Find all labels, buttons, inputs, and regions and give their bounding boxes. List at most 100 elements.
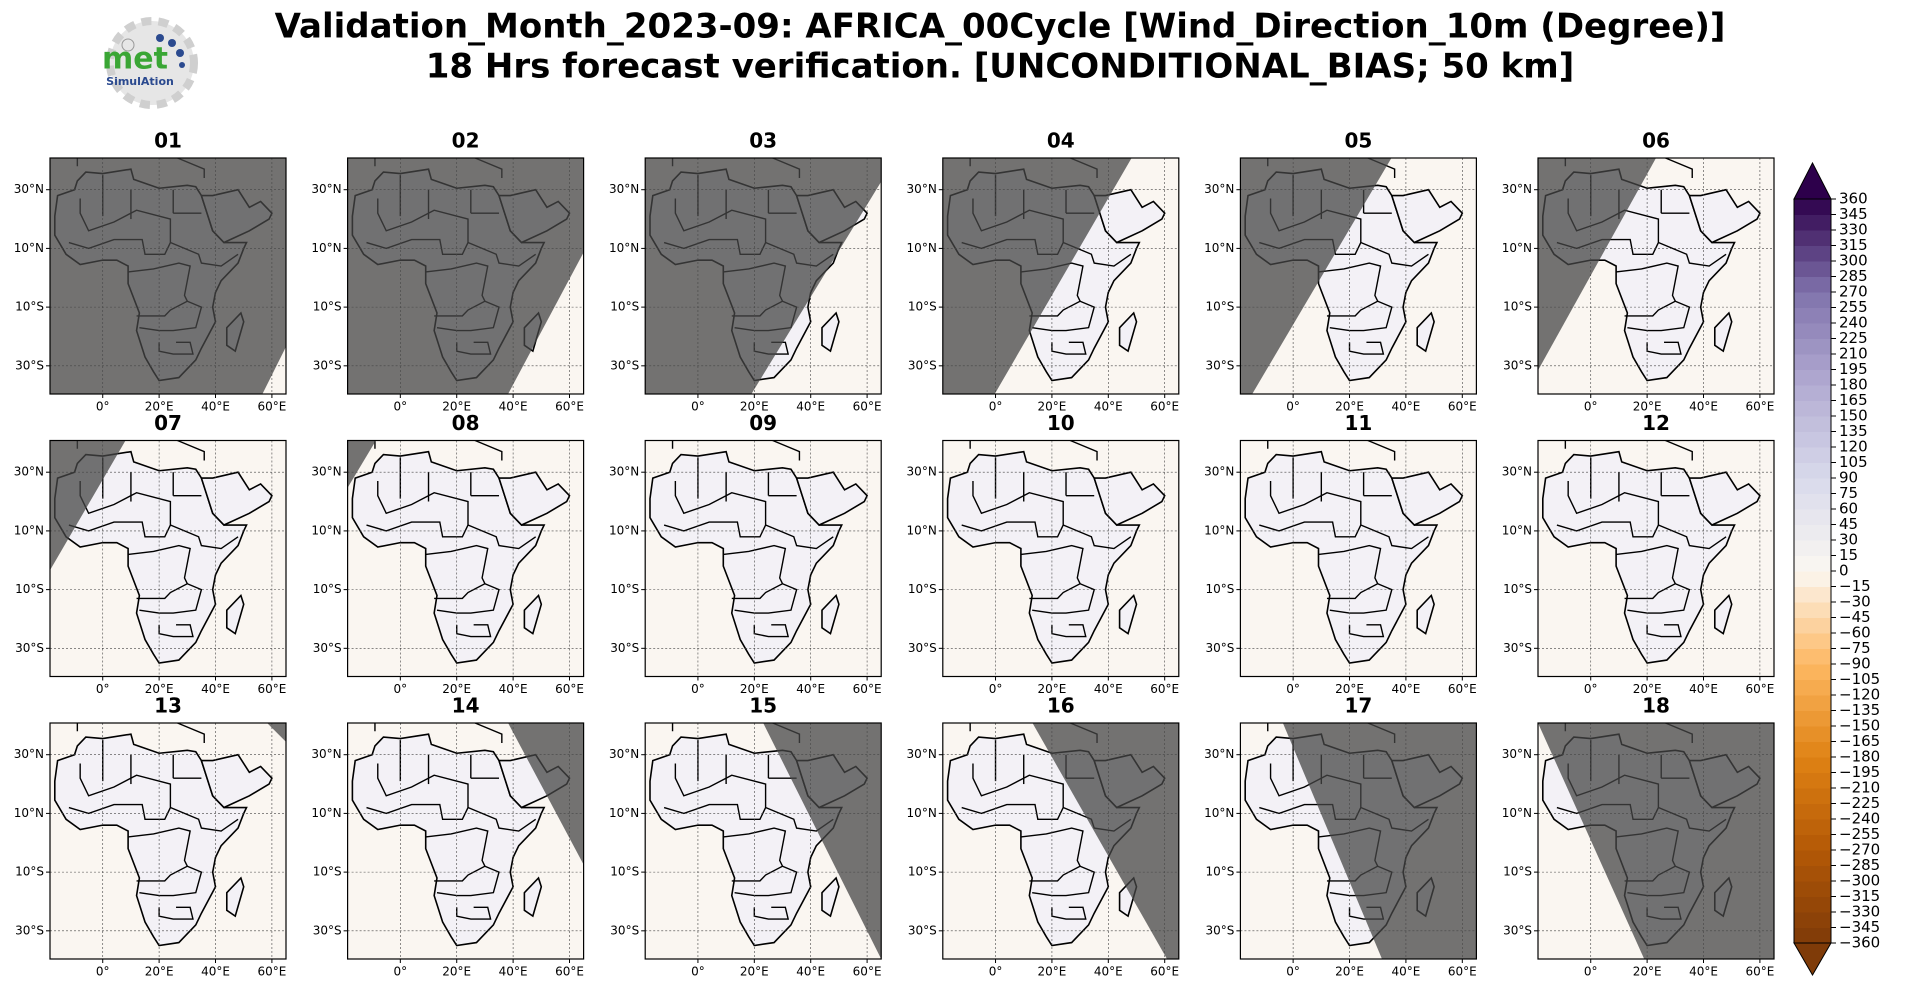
colorbar-label: −165 [1839, 732, 1880, 750]
land [1688, 471, 1761, 527]
colorbar-label: 285 [1839, 267, 1868, 285]
lon-label: 20°E [740, 682, 769, 696]
colorbar-segment [1794, 230, 1831, 246]
lat-label: 10°S [15, 865, 44, 879]
border [1051, 906, 1087, 920]
lon-label: 60°E [1745, 965, 1774, 979]
colorbar-segment [1794, 555, 1831, 572]
lat-label: 30°S [15, 358, 44, 372]
panel-label: 12 [1642, 411, 1670, 435]
lat-label: 10°S [908, 300, 937, 314]
colorbar-label: 300 [1839, 252, 1868, 270]
colorbar-segment [1794, 617, 1831, 634]
colorbar-frame [1793, 198, 1832, 944]
land [1390, 188, 1464, 244]
colorbar-segment [1794, 741, 1831, 758]
lon-label: 0° [1286, 682, 1300, 696]
lon-label: 60°E [1150, 682, 1179, 696]
colorbar-label: −210 [1839, 779, 1880, 797]
border [1329, 583, 1393, 614]
border [1360, 524, 1429, 550]
lon-label: 20°E [1037, 682, 1066, 696]
lat-label: 10°S [313, 582, 342, 596]
lon-label: 20°E [1037, 965, 1066, 979]
lat-label: 30°S [313, 358, 342, 372]
lon-label: 60°E [555, 400, 584, 414]
night-mask [347, 158, 584, 394]
lat-label: 30°S [610, 641, 639, 655]
colorbar-segment [1794, 462, 1831, 479]
lon-label: 0° [1286, 965, 1300, 979]
lon-label: 0° [394, 400, 408, 414]
lat-label: 10°N [907, 523, 937, 537]
land [200, 753, 273, 809]
border [170, 806, 239, 832]
border [467, 524, 537, 550]
colorbar-segment [1794, 648, 1831, 665]
border [158, 906, 194, 920]
night-mask [942, 158, 1132, 394]
colorbar-segment [1794, 850, 1831, 866]
panel-frame [942, 439, 1180, 678]
panel-label: 17 [1344, 694, 1372, 718]
lat-label: 30°N [1502, 747, 1532, 761]
lat-label: 30°S [15, 923, 44, 937]
border [1020, 827, 1084, 882]
lon-label: 20°E [145, 965, 174, 979]
map-panel [50, 440, 286, 677]
colorbar-segment [1794, 416, 1831, 432]
lat-label: 10°N [907, 241, 937, 255]
logo: met SimulAtion [102, 17, 198, 109]
lat-label: 10°N [14, 241, 44, 255]
lon-label: 40°E [499, 682, 528, 696]
lat-label: 30°N [14, 182, 44, 196]
panel-frame [1537, 157, 1775, 395]
lon-label: 20°E [442, 682, 471, 696]
colorbar-label: 360 [1839, 190, 1868, 208]
colorbar-label: −15 [1839, 577, 1871, 595]
lon-label: 20°E [1335, 682, 1364, 696]
lon-label: 0° [96, 965, 110, 979]
lat-label: 10°S [1206, 300, 1235, 314]
night-mask [1538, 158, 1656, 371]
colorbar-segment [1794, 509, 1831, 525]
land [1688, 188, 1761, 244]
land [523, 876, 543, 918]
colorbar-label: −75 [1839, 639, 1871, 657]
panel-frame [644, 439, 882, 678]
lon-label: 20°E [740, 965, 769, 979]
lat-label: 10°N [1204, 523, 1234, 537]
panel-frame [1537, 439, 1775, 678]
lat-label: 10°S [610, 582, 639, 596]
lon-label: 60°E [1150, 400, 1179, 414]
map-panel [1538, 440, 1774, 677]
colorbar-segment [1794, 493, 1831, 510]
lat-label: 10°N [1204, 806, 1234, 820]
colorbar-extend-bottom [1793, 942, 1832, 976]
map-panel [942, 158, 1179, 394]
lat-label: 10°S [610, 300, 639, 314]
lat-label: 30°S [1503, 358, 1532, 372]
panel-label: 13 [154, 694, 182, 718]
title-line-2: 18 Hrs forecast verification. [UNCONDITI… [426, 47, 1575, 87]
lat-label: 10°N [1502, 523, 1532, 537]
colorbar-segment [1794, 354, 1831, 370]
colorbar-segment [1794, 757, 1831, 773]
lon-label: 20°E [1633, 400, 1662, 414]
lat-label: 10°N [311, 523, 341, 537]
colorbar-label: 195 [1839, 360, 1868, 378]
colorbar-label: −285 [1839, 856, 1880, 874]
lat-label: 30°S [610, 358, 639, 372]
border [1627, 300, 1691, 332]
lat-label: 10°S [313, 865, 342, 879]
colorbar-segment [1794, 803, 1831, 820]
colorbar-segment [1794, 214, 1831, 231]
border [1348, 341, 1385, 355]
map-panel [1240, 440, 1477, 677]
colorbar-label: 0 [1839, 562, 1849, 580]
panel-frame [644, 722, 882, 960]
night-mask [1240, 158, 1392, 394]
lat-label: 10°S [1503, 582, 1532, 596]
lon-label: 60°E [1745, 400, 1774, 414]
lat-label: 10°S [313, 300, 342, 314]
